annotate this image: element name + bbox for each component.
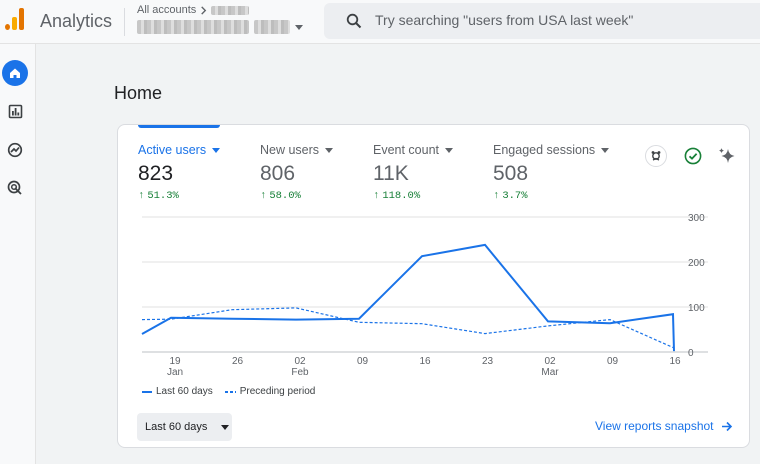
active-tab-indicator	[138, 125, 220, 128]
app-title[interactable]: Analytics	[40, 11, 113, 31]
header-divider	[124, 8, 125, 36]
redacted-account-name	[211, 5, 250, 15]
redacted-property-name	[137, 20, 249, 34]
x-tick-label: 19	[169, 356, 181, 367]
arrow-right-icon	[721, 421, 732, 431]
nav-explore[interactable]	[2, 137, 28, 163]
y-tick-label: 300	[688, 213, 705, 224]
explore-icon	[7, 142, 23, 158]
chevron-down-icon	[212, 147, 221, 153]
chevron-down-icon	[325, 147, 334, 153]
check-circle-icon[interactable]	[682, 145, 704, 167]
redacted-property-id	[254, 20, 290, 34]
property-selector[interactable]	[137, 20, 303, 34]
nav-advertising[interactable]	[2, 175, 28, 201]
metric-change: 58.0%	[269, 190, 301, 202]
search-placeholder[interactable]: Try searching "users from USA last week"	[375, 12, 634, 28]
metric-value: 823	[138, 162, 174, 185]
page-title: Home	[114, 83, 163, 103]
y-tick-label: 0	[688, 348, 694, 359]
arrow-up-icon: ↑	[260, 190, 267, 202]
legend-item: Last 60 days	[142, 386, 213, 397]
x-tick-label: 26	[232, 356, 244, 367]
metric-label[interactable]: Active users	[138, 143, 207, 157]
legend-swatch-solid	[142, 390, 152, 393]
metric-change: 118.0%	[382, 190, 421, 202]
overview-card: Active users 823 ↑ 51.3% New users 806 ↑ 5…	[117, 124, 750, 448]
y-tick-label: 100	[688, 303, 705, 314]
x-tick-label: 09	[357, 356, 369, 367]
metric-change: 51.3%	[147, 190, 179, 202]
chart-legend: Last 60 days Preceding period	[142, 386, 315, 397]
legend-label: Last 60 days	[156, 386, 213, 397]
chevron-down-icon	[445, 147, 454, 153]
metric-active-users[interactable]: Active users 823 ↑ 51.3%	[138, 143, 221, 202]
metric-label[interactable]: Event count	[373, 143, 440, 157]
x-tick-label: 16	[419, 356, 431, 367]
date-range-button[interactable]: Last 60 days	[137, 413, 232, 441]
analytics-logo-icon[interactable]	[4, 6, 26, 30]
date-range-label[interactable]: Last 60 days	[145, 421, 208, 433]
breadcrumb-all-accounts[interactable]: All accounts	[137, 4, 197, 16]
metric-change: 3.7%	[502, 190, 528, 202]
metric-value: 806	[260, 162, 296, 185]
search-icon	[346, 13, 362, 29]
x-tick-label: 16	[669, 356, 681, 367]
x-tick-sublabel: Feb	[291, 367, 309, 378]
nav-reports[interactable]	[2, 98, 28, 124]
metric-label[interactable]: Engaged sessions	[493, 143, 596, 157]
series-line-last-60-days	[141, 243, 675, 352]
reports-icon	[8, 104, 22, 118]
x-tick-label: 02	[294, 356, 306, 367]
insights-badge-icon[interactable]	[645, 145, 667, 167]
view-reports-snapshot-link[interactable]: View reports snapshot	[595, 419, 733, 433]
x-tick-label: 02	[544, 356, 556, 367]
metric-value: 508	[493, 162, 529, 185]
legend-label: Preceding period	[239, 386, 316, 397]
x-tick-sublabel: Mar	[541, 367, 559, 378]
advertising-icon	[7, 180, 22, 195]
sparkle-icon[interactable]	[716, 145, 738, 167]
x-tick-label: 23	[482, 356, 494, 367]
chevron-right-icon	[201, 5, 207, 15]
home-icon	[10, 68, 20, 78]
breadcrumb[interactable]: All accounts	[137, 4, 250, 16]
search-bar[interactable]: Try searching "users from USA last week"	[324, 3, 760, 39]
chevron-down-icon	[601, 147, 610, 153]
top-bar: Analytics All accounts Try searching "us…	[0, 0, 760, 44]
snapshot-link-label[interactable]: View reports snapshot	[595, 419, 714, 433]
x-tick-sublabel: Jan	[167, 367, 183, 378]
metric-value: 11K	[373, 162, 409, 185]
metric-label[interactable]: New users	[260, 143, 320, 157]
y-tick-label: 200	[688, 258, 705, 269]
metric-engaged-sessions[interactable]: Engaged sessions 508 ↑ 3.7%	[493, 143, 610, 202]
metric-new-users[interactable]: New users 806 ↑ 58.0%	[260, 143, 334, 202]
nav-home[interactable]	[2, 60, 28, 86]
arrow-up-icon: ↑	[493, 190, 500, 202]
legend-swatch-dashed	[224, 390, 236, 393]
x-tick-label: 09	[607, 356, 619, 367]
chevron-down-icon	[295, 24, 303, 30]
arrow-up-icon: ↑	[373, 190, 380, 202]
legend-item: Preceding period	[224, 386, 316, 397]
metric-event-count[interactable]: Event count 11K ↑ 118.0%	[373, 143, 454, 202]
arrow-up-icon: ↑	[138, 190, 145, 202]
left-nav	[0, 44, 36, 464]
chevron-down-icon	[221, 424, 230, 430]
series-line-preceding-period	[141, 307, 674, 349]
